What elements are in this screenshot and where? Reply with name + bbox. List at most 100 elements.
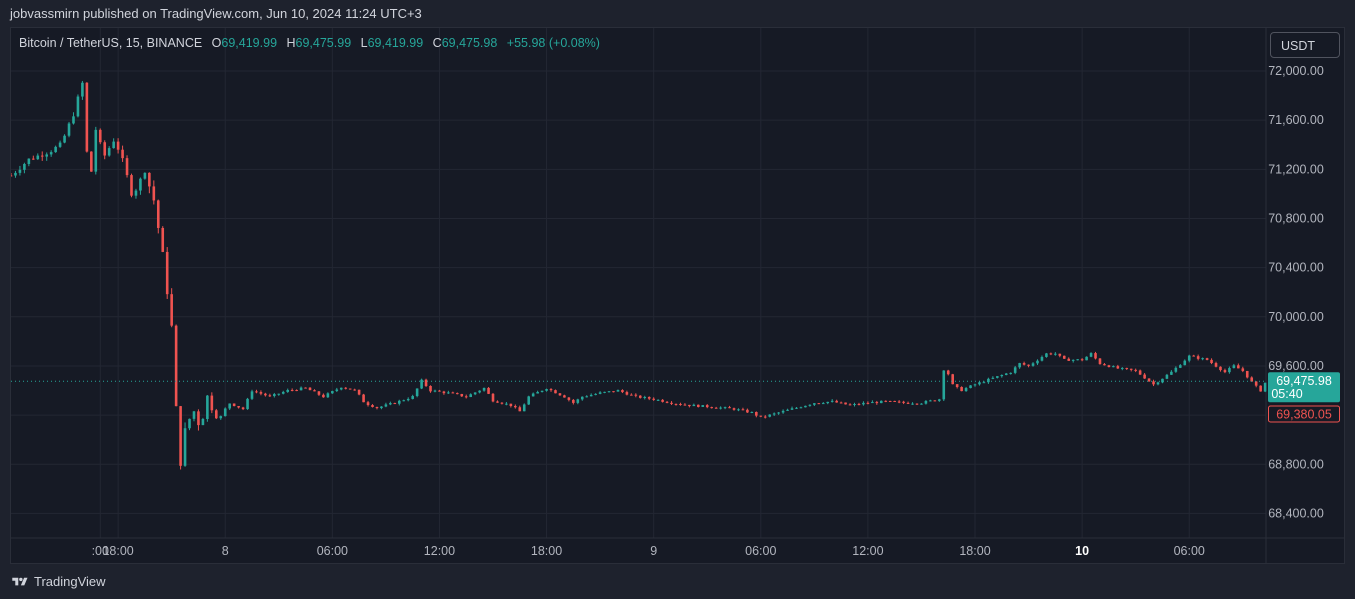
candle (1223, 368, 1227, 374)
candlestick-chart[interactable]: 72,000.00 71,600.00 71,200.00 70,800.00 70,4… (11, 28, 1344, 563)
candle (1165, 373, 1169, 380)
candle (692, 403, 696, 407)
candle (380, 406, 383, 410)
candle (268, 393, 272, 398)
x-tick-label: 18:00 (959, 544, 990, 558)
candle (777, 411, 780, 415)
candle (197, 409, 200, 431)
candle (11, 172, 13, 177)
candle (1259, 385, 1262, 392)
candle (1196, 354, 1200, 361)
candle (299, 386, 303, 391)
candle (1232, 363, 1236, 369)
candle (714, 406, 718, 409)
candle (277, 393, 281, 396)
candle (585, 395, 589, 398)
candle (888, 400, 892, 402)
candle (732, 407, 736, 411)
candle (1013, 365, 1017, 375)
candle (991, 376, 995, 380)
chart-panel[interactable]: 72,000.00 71,600.00 71,200.00 70,800.00 70,4… (10, 27, 1345, 564)
candle (121, 145, 124, 162)
candle (942, 370, 946, 402)
last-price-value: 69,475.98 (1276, 374, 1332, 388)
candle (442, 390, 446, 395)
candle (1054, 352, 1057, 356)
candle (643, 395, 647, 400)
candle (1192, 354, 1195, 357)
candle (402, 399, 406, 402)
candle (656, 399, 660, 401)
candle (1076, 359, 1079, 361)
candle (871, 400, 874, 404)
candle (393, 402, 397, 405)
candle (1040, 355, 1044, 362)
candle (505, 401, 508, 406)
candle (1062, 355, 1066, 359)
price-axis[interactable]: 72,000.00 71,600.00 71,200.00 70,800.00 70,4… (1268, 64, 1324, 520)
x-tick-label: 18:00 (102, 544, 133, 558)
candle (710, 406, 713, 409)
y-tick-label: 72,000.00 (1268, 64, 1324, 78)
candle (1263, 382, 1267, 393)
candle (58, 140, 62, 148)
candle (313, 389, 316, 392)
candle (527, 395, 531, 405)
candle (415, 388, 419, 398)
y-tick-label: 70,400.00 (1268, 261, 1324, 275)
candle (661, 399, 664, 403)
candle (683, 403, 687, 406)
candles (11, 80, 1267, 470)
candle (482, 387, 486, 392)
symbol-name[interactable]: Bitcoin / TetherUS, 15, BINANCE (19, 36, 203, 50)
candle (464, 394, 468, 399)
candle (607, 391, 611, 393)
bar-countdown: 05:40 (1271, 387, 1302, 401)
candle (1161, 378, 1164, 384)
candle (1067, 357, 1071, 361)
candle (375, 406, 379, 410)
candle (987, 377, 990, 384)
candle (955, 384, 959, 389)
candle (701, 405, 705, 407)
candle (107, 146, 111, 157)
candle (67, 121, 71, 138)
change-value: +55.98 (+0.08%) (506, 36, 600, 50)
candle (799, 406, 803, 409)
candle (857, 402, 861, 406)
candle (156, 199, 160, 234)
candle (246, 397, 249, 410)
candle (826, 401, 830, 405)
candle (621, 389, 624, 394)
candle (817, 403, 821, 405)
candle (884, 400, 888, 403)
x-tick-label: :00 (92, 544, 109, 558)
candle (362, 393, 365, 403)
low-price-value: 69,380.05 (1276, 407, 1332, 421)
candle (946, 369, 950, 376)
candle (554, 389, 557, 394)
y-tick-label: 68,800.00 (1268, 457, 1324, 471)
candle (411, 394, 414, 400)
y-tick-label: 70,000.00 (1268, 310, 1324, 324)
candle (112, 138, 115, 149)
candle (616, 389, 620, 392)
candle (139, 177, 142, 195)
candle (665, 400, 669, 404)
candle (174, 324, 178, 407)
candle (371, 404, 374, 408)
candle (49, 150, 53, 157)
candle (232, 403, 236, 407)
candle (1134, 368, 1137, 373)
candle (1058, 353, 1062, 358)
candle (969, 385, 972, 389)
candle (326, 392, 330, 398)
candle (94, 126, 98, 175)
footer-brand[interactable]: TradingView (10, 574, 106, 589)
candle (786, 408, 789, 411)
candle (679, 402, 682, 406)
candle (594, 393, 597, 396)
currency-button[interactable]: USDT (1270, 32, 1340, 58)
